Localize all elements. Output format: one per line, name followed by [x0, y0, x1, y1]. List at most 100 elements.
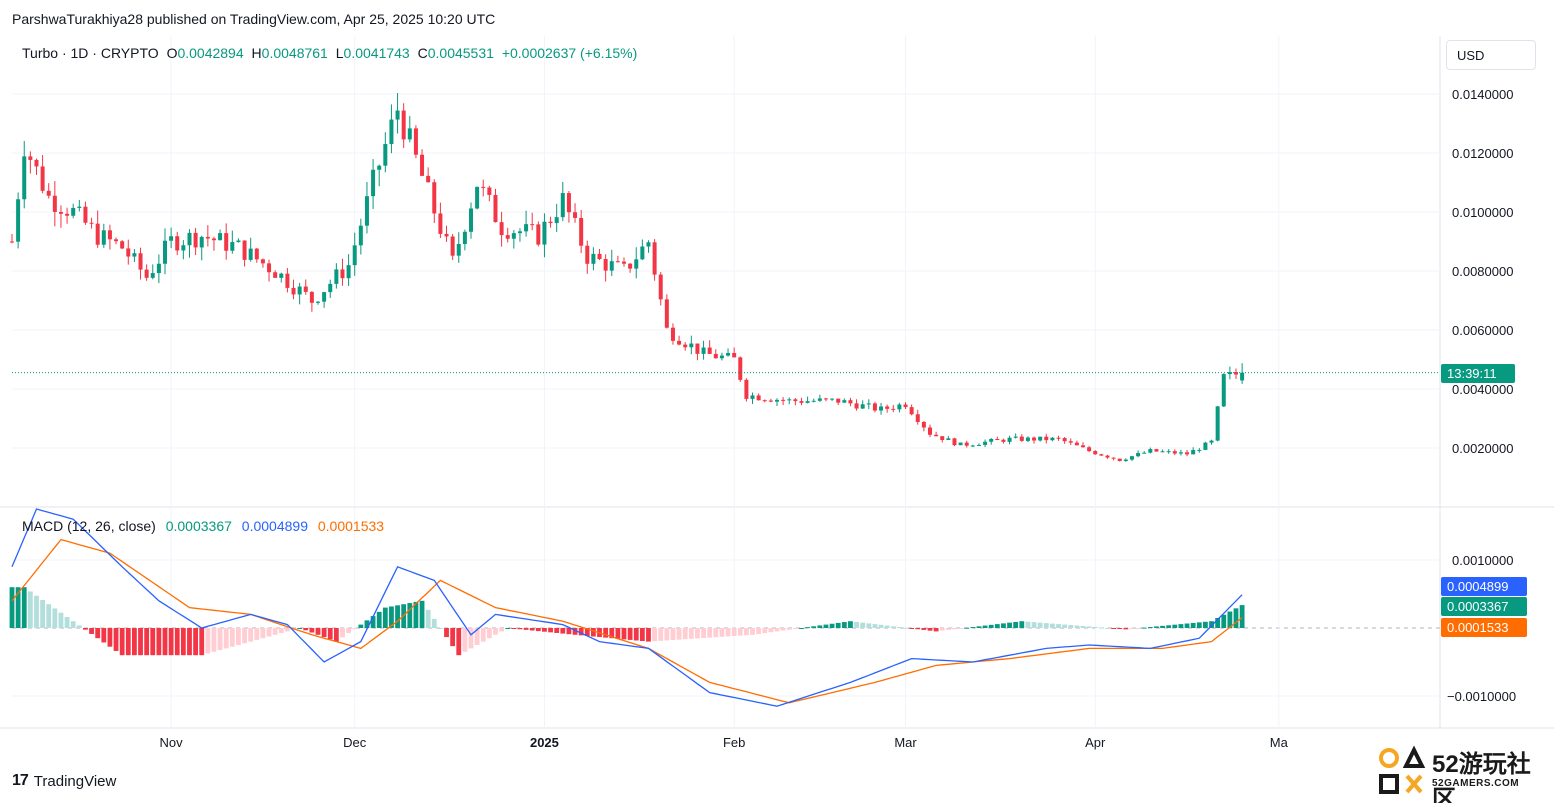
candle-body [842, 400, 847, 403]
macd-histogram-bar [321, 628, 327, 638]
macd-histogram-bar [713, 628, 719, 638]
macd-line [11, 508, 1243, 707]
candle-body [77, 206, 82, 208]
candle-body [756, 395, 761, 401]
candle-body [163, 240, 167, 264]
macd-histogram-bar [260, 628, 266, 639]
macd-histogram-bar [658, 628, 664, 641]
macd-histogram-bar [866, 623, 872, 628]
candle-body [1044, 436, 1049, 441]
candle-body [1093, 451, 1098, 455]
candle-body [1221, 374, 1226, 407]
candle-body [524, 224, 529, 232]
macd-legend: MACD (12, 26, close) 0.0003367 0.0004899… [22, 518, 390, 534]
macd-histogram-bar [878, 624, 884, 628]
candle-body [585, 245, 590, 264]
symbol-label[interactable]: Turbo · 1D · CRYPTO [22, 45, 159, 61]
candle-body [34, 159, 39, 167]
candle-body [909, 407, 914, 415]
candle-body [16, 199, 21, 242]
candle-body [940, 436, 945, 440]
low-value: 0.0041743 [343, 45, 410, 61]
candle-body [1050, 437, 1055, 441]
macd-histogram-bar [95, 628, 101, 639]
candle-body [352, 245, 357, 266]
macd-histogram-bar [566, 628, 572, 635]
macd-histogram-bar [897, 627, 902, 629]
macd-histogram-bar [15, 587, 21, 628]
candle-body [609, 261, 614, 271]
macd-histogram-bar [242, 628, 247, 644]
macd-title[interactable]: MACD (12, 26, close) [22, 518, 156, 534]
macd-histogram-bar [132, 628, 137, 656]
price-axis-label: 0.0100000 [1452, 205, 1513, 220]
candle-body [1001, 439, 1006, 442]
candle-body [413, 128, 418, 155]
candle-body [1013, 436, 1018, 438]
macd-histogram-bar [774, 628, 780, 632]
candle-body [799, 401, 804, 403]
macd-histogram-bar [364, 620, 370, 628]
macd-histogram-bar [395, 605, 400, 628]
close-label: C [417, 45, 428, 61]
candle-body [420, 154, 425, 176]
candle-body [1062, 438, 1067, 442]
candle-body [114, 239, 119, 242]
macd-histogram-bar [309, 628, 315, 633]
currency-selector[interactable]: USD [1446, 40, 1536, 70]
macd-hist-tag: 0.0003367 [1441, 597, 1527, 616]
macd-histogram-bar [1080, 626, 1086, 628]
candle-body [879, 406, 884, 411]
macd-histogram-bar [841, 622, 847, 628]
candle-body [921, 422, 926, 428]
candle-body [934, 434, 939, 437]
candlestick-series [10, 93, 1440, 462]
macd-histogram-bar [174, 628, 180, 656]
macd-histogram-bar [817, 625, 823, 628]
candle-body [1032, 437, 1037, 441]
candle-body [1166, 451, 1171, 453]
macd-histogram-bar [725, 628, 731, 637]
macd-histogram-bar [413, 601, 419, 628]
macd-histogram-bar [1068, 625, 1074, 628]
candle-body [144, 269, 149, 278]
macd-histogram-bar [511, 628, 517, 629]
time-axis-label: Dec [343, 735, 367, 750]
grid-lines [0, 36, 1554, 729]
macd-histogram-bar [180, 628, 186, 656]
candle-body [395, 110, 400, 120]
macd-histogram-bar [340, 628, 345, 638]
candle-body [768, 400, 773, 402]
macd-histogram-bar [438, 628, 443, 629]
candle-body [1025, 437, 1030, 441]
tradingview-logo[interactable]: 17 TradingView [12, 772, 116, 790]
macd-histogram-bar [621, 628, 627, 640]
macd-histogram-bar [848, 621, 853, 628]
macd-histogram-bar [823, 624, 829, 628]
macd-histogram-bar [1086, 626, 1092, 628]
candle-body [242, 240, 247, 260]
macd-histogram-bar [603, 628, 609, 638]
tradingview-logo-icon: 17 [12, 772, 29, 789]
candle-body [505, 235, 510, 239]
candle-body [1136, 453, 1141, 457]
candle-body [499, 222, 504, 236]
candle-body [175, 236, 180, 251]
candle-body [132, 253, 137, 257]
macd-histogram-bar [744, 628, 749, 636]
candle-body [65, 213, 70, 216]
candle-body [456, 243, 461, 256]
candle-body [432, 182, 437, 214]
candle-body [260, 259, 265, 264]
candle-body [383, 144, 388, 166]
price-axis-label: 0.0020000 [1452, 441, 1513, 456]
macd-histogram-bar [1166, 625, 1172, 628]
candle-body [273, 272, 278, 278]
candle-body [364, 196, 369, 226]
macd-histogram-bar [976, 626, 982, 628]
candle-body [181, 245, 186, 251]
candle-body [438, 213, 443, 234]
candle-body [536, 224, 541, 245]
macd-histogram-bar [1019, 621, 1025, 628]
